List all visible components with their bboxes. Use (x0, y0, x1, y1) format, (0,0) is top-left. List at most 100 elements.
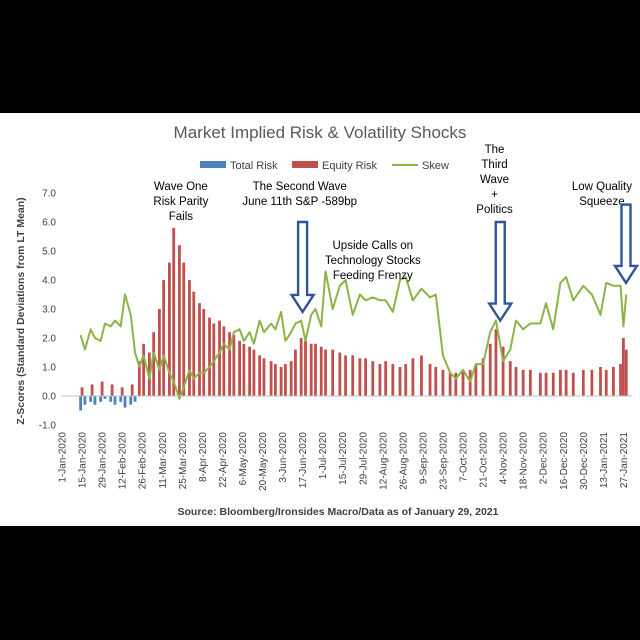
x-tick-label: 18-Nov-2020 (519, 432, 530, 490)
annotation-text: Third (481, 159, 507, 171)
bar-equity-risk (604, 369, 608, 396)
x-tick-label: 7-Oct-2020 (459, 432, 470, 482)
x-tick-label: 12-Aug-2020 (378, 432, 389, 490)
chart-title: Market Implied Risk & Volatility Shocks (174, 123, 467, 142)
bar-equity-risk (299, 338, 303, 396)
bar-equity-risk (319, 346, 323, 396)
annotation-text: The (485, 144, 505, 156)
bar-equity-risk (208, 317, 211, 396)
annotation-text: Politics (476, 204, 513, 216)
chart-panel: Market Implied Risk & Volatility Shocks … (0, 113, 640, 526)
bar-equity-risk (218, 320, 221, 396)
source-note: Source: Bloomberg/Ironsides Macro/Data a… (178, 506, 499, 518)
bar-equity-risk (538, 372, 542, 396)
bar-equity-risk (331, 349, 335, 396)
bar-equity-risk (461, 369, 465, 396)
bar-equity-risk (488, 343, 492, 396)
x-tick-label: 1-Jan-2020 (58, 432, 69, 483)
bar-equity-risk (404, 364, 408, 396)
x-tick-label: 15-Jan-2020 (78, 432, 89, 489)
x-tick-label: 29-Jan-2020 (98, 432, 109, 489)
annotation-text: Wave One (154, 181, 208, 193)
lines-layer (79, 270, 628, 400)
bar-equity-risk (168, 262, 171, 396)
x-tick-label: 8-Apr-2020 (198, 432, 209, 482)
x-tick-label: 3-Jun-2020 (278, 432, 289, 483)
bar-total-risk (83, 396, 87, 405)
y-tick-label: 5.0 (42, 247, 56, 258)
x-tick-label: 11-Mar-2020 (158, 432, 169, 489)
annotation-text: Risk Parity (153, 196, 208, 208)
bar-equity-risk (178, 245, 181, 396)
x-tick-label: 6-May-2020 (238, 432, 249, 486)
x-tick-label: 16-Dec-2020 (559, 432, 570, 490)
bar-equity-risk (162, 280, 166, 396)
bar-equity-risk (198, 303, 201, 396)
bar-equity-risk (544, 372, 548, 396)
bar-equity-risk (130, 384, 134, 396)
annotation-text: Fails (169, 211, 194, 223)
bar-equity-risk (192, 291, 196, 396)
bar-equity-risk (228, 332, 231, 396)
bar-equity-risk (304, 340, 307, 396)
y-tick-label: 6.0 (42, 218, 56, 229)
legend-swatch-1 (292, 161, 318, 168)
bar-total-risk (109, 396, 113, 402)
bar-equity-risk (90, 384, 94, 396)
annotation-text: Squeeze (579, 196, 624, 208)
chart-svg: Market Implied Risk & Volatility Shocks … (15, 123, 640, 518)
x-tick-label: 15-Jul-2020 (338, 432, 349, 485)
x-tick-label: 27-Jan-2021 (619, 432, 630, 489)
bar-equity-risk (611, 367, 615, 396)
bar-equity-risk (508, 361, 512, 396)
bar-equity-risk (222, 326, 226, 396)
y-axis-label: Z-Scores (Standard Deviations from LT Me… (15, 197, 27, 424)
bar-equity-risk (238, 340, 241, 396)
bar-equity-risk (528, 369, 532, 396)
bar-equity-risk (624, 349, 628, 396)
bar-equity-risk (110, 384, 114, 396)
bar-equity-risk (364, 358, 368, 396)
annotation-text: June 11th S&P -589bp (242, 196, 357, 208)
x-tick-label: 1-Jul-2020 (318, 432, 329, 480)
legend-swatch-0 (200, 161, 226, 168)
x-tick-label: 9-Sep-2020 (418, 432, 429, 485)
legend-label: Total Risk (230, 160, 278, 172)
legend: Total Risk Equity Risk Skew (200, 160, 449, 172)
bar-equity-risk (468, 369, 472, 396)
bar-equity-risk (279, 367, 283, 396)
legend-label: Equity Risk (322, 160, 378, 172)
bar-equity-risk (172, 227, 176, 396)
y-tick-label: 3.0 (42, 305, 56, 316)
bar-equity-risk (120, 387, 124, 396)
arrow-icon (289, 220, 316, 315)
bar-equity-risk (182, 262, 186, 396)
bar-equity-risk (622, 338, 625, 396)
bar-equity-risk (202, 309, 206, 396)
bar-equity-risk (157, 309, 161, 396)
bar-equity-risk (152, 332, 156, 396)
arrow-icon (487, 220, 514, 323)
bar-equity-risk (558, 369, 562, 396)
y-tick-label: 1.0 (42, 363, 56, 374)
x-tick-label: 4-Nov-2020 (499, 432, 510, 485)
bar-equity-risk (100, 381, 104, 396)
series-line-skew (79, 270, 628, 400)
x-tick-label: 29-Jul-2020 (358, 432, 369, 485)
x-tick-label: 2-Dec-2020 (539, 432, 550, 485)
bar-equity-risk (252, 349, 256, 396)
bar-equity-risk (551, 372, 555, 396)
bar-total-risk (129, 396, 133, 405)
bar-total-risk (133, 396, 137, 402)
y-tick-label: -1.0 (39, 421, 57, 432)
bar-equity-risk (448, 372, 452, 396)
bar-equity-risk (521, 369, 525, 396)
bar-equity-risk (619, 364, 622, 396)
bar-total-risk (119, 396, 123, 402)
bar-equity-risk (338, 352, 342, 396)
annotation-text: Feeding Frenzy (333, 270, 413, 282)
bar-equity-risk (358, 358, 362, 396)
annotation-text: Upside Calls on (333, 240, 414, 252)
y-tick-label: 2.0 (42, 334, 56, 345)
bar-total-risk (79, 396, 83, 411)
